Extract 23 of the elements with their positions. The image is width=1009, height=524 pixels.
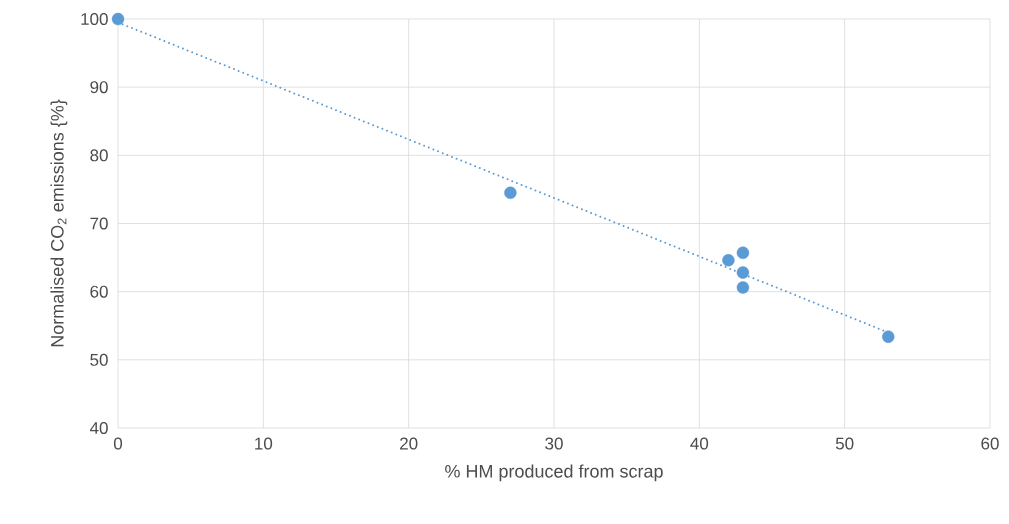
y-tick-label: 100 [81, 12, 108, 26]
x-tick-label: 20 [400, 437, 418, 450]
point [504, 186, 517, 200]
point [882, 330, 895, 343]
point [736, 266, 750, 279]
x-tick-label: 60 [981, 437, 999, 450]
x-axis-title: % HM produced from scrap [445, 464, 663, 482]
x-tick-label: 30 [545, 437, 563, 450]
y-tick-label: 40 [89, 421, 108, 435]
point [736, 246, 750, 260]
y-tick-label: 90 [90, 81, 108, 94]
y-tick-label: 50 [90, 353, 108, 366]
x-tick-label: 0 [113, 437, 123, 450]
x-tick-label: 10 [255, 437, 273, 450]
x-tick-label: 40 [690, 437, 709, 450]
point [722, 254, 735, 267]
point [111, 12, 125, 26]
y-tick-label: 80 [90, 149, 108, 162]
y-tick-label: 60 [90, 285, 108, 298]
x-tick-label: 50 [835, 437, 854, 450]
y-axis-title: Normalised CO$_{2}$ emissions {%} [50, 99, 68, 347]
y-tick-label: 70 [90, 217, 108, 230]
point [736, 281, 750, 294]
